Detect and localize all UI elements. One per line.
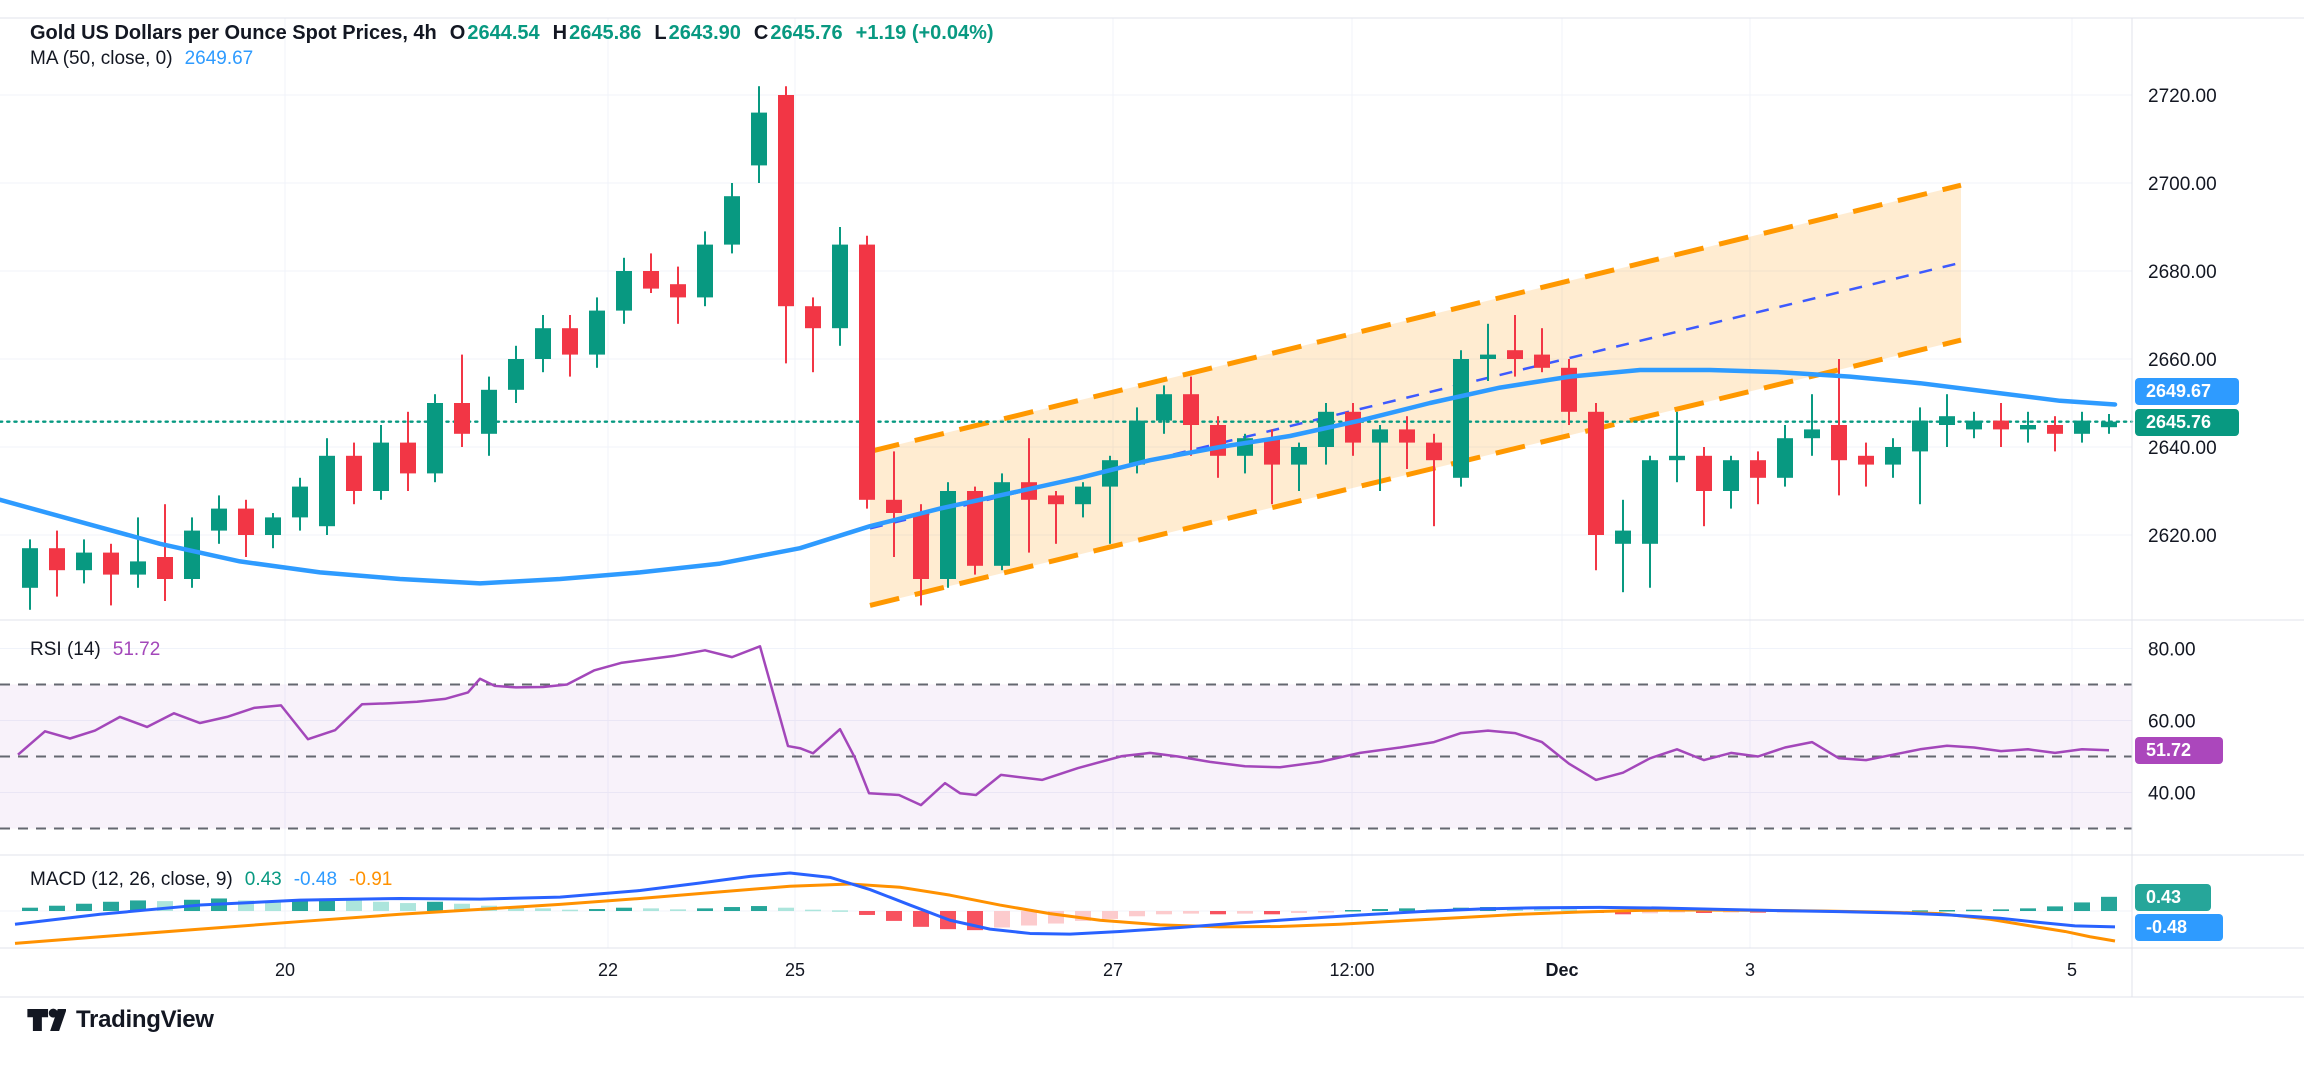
svg-text:27: 27 — [1103, 960, 1123, 980]
svg-text:5: 5 — [2067, 960, 2077, 980]
ma-value: 2649.67 — [184, 48, 254, 69]
price-change: +1.19 (+0.04%) — [855, 22, 994, 44]
svg-text:80.00: 80.00 — [2148, 640, 2196, 661]
macd-histogram-value: 0.43 — [244, 869, 282, 890]
svg-text:12:00: 12:00 — [1329, 960, 1374, 980]
ohlc-close-value: 2645.76 — [770, 22, 843, 44]
macd-label: MACD (12, 26, close, 9) — [30, 869, 233, 890]
ohlc-low-label: L — [654, 22, 667, 44]
macd-histogram — [22, 896, 2117, 931]
svg-text:2620.00: 2620.00 — [2148, 526, 2217, 547]
grid-layer — [0, 18, 2132, 948]
rsi-panel — [0, 683, 2132, 830]
macd-line-axis-badge: -0.48 — [2135, 914, 2223, 941]
svg-text:2680.00: 2680.00 — [2148, 262, 2217, 283]
rsi-axis-badge: 51.72 — [2135, 737, 2223, 764]
svg-text:40.00: 40.00 — [2148, 784, 2196, 805]
macd-line — [14, 871, 2116, 936]
tradingview-logo-text: TradingView — [76, 1006, 214, 1033]
price-axis-labels: 2720.00 2700.00 2680.00 2660.00 2640.00 2620.… — [2148, 86, 2217, 805]
rsi-legend[interactable]: RSI (14) 51.72 — [30, 639, 160, 661]
symbol-title[interactable]: Gold US Dollars per Ounce Spot Prices, 4… — [30, 22, 437, 44]
ohlc-open-label: O — [449, 22, 466, 44]
ohlc-high-value: 2645.86 — [569, 22, 642, 44]
tradingview-logo-icon — [27, 1008, 66, 1032]
macd-legend[interactable]: MACD (12, 26, close, 9) 0.43 -0.48 -0.91 — [30, 869, 392, 891]
ohlc-open: O 2644.54 — [450, 22, 540, 45]
ma-label: MA (50, close, 0) — [30, 48, 173, 69]
symbol-header: Gold US Dollars per Ounce Spot Prices, 4… — [30, 22, 994, 45]
svg-text:25: 25 — [785, 960, 805, 980]
ma-legend[interactable]: MA (50, close, 0) 2649.67 — [30, 48, 253, 70]
ohlc-low-value: 2643.90 — [668, 22, 741, 44]
time-axis-labels: 20 22 25 27 12:00 Dec 3 5 — [275, 960, 2077, 980]
ohlc-open-value: 2644.54 — [467, 22, 540, 44]
pane-borders — [0, 17, 2304, 998]
ma-axis-badge: 2649.67 — [2135, 378, 2239, 405]
svg-text:3: 3 — [1745, 960, 1755, 980]
ohlc-close-label: C — [753, 22, 769, 44]
macd-signal-value: -0.91 — [349, 869, 393, 890]
ohlc-low: L 2643.90 — [654, 22, 741, 45]
macd-histogram-axis-badge: 0.43 — [2135, 884, 2211, 911]
svg-text:2700.00: 2700.00 — [2148, 174, 2217, 195]
rsi-value: 51.72 — [112, 639, 161, 660]
svg-text:22: 22 — [598, 960, 618, 980]
ma50-line — [0, 367, 2118, 586]
svg-text:2660.00: 2660.00 — [2148, 350, 2217, 371]
svg-text:2640.00: 2640.00 — [2148, 438, 2217, 459]
tradingview-logo[interactable]: TradingView — [26, 1002, 214, 1038]
svg-text:60.00: 60.00 — [2148, 712, 2196, 733]
svg-text:2720.00: 2720.00 — [2148, 86, 2217, 107]
macd-line-value: -0.48 — [293, 869, 338, 890]
rsi-label: RSI (14) — [30, 639, 101, 660]
rsi-line — [17, 645, 2110, 807]
ohlc-close: C 2645.76 — [754, 22, 843, 45]
regression-channel — [869, 182, 1962, 608]
ohlc-high-label: H — [552, 22, 568, 44]
svg-text:20: 20 — [275, 960, 295, 980]
svg-text:Dec: Dec — [1545, 960, 1578, 980]
ohlc-high: H 2645.86 — [553, 22, 642, 45]
last-price-axis-badge: 2645.76 — [2135, 409, 2239, 436]
